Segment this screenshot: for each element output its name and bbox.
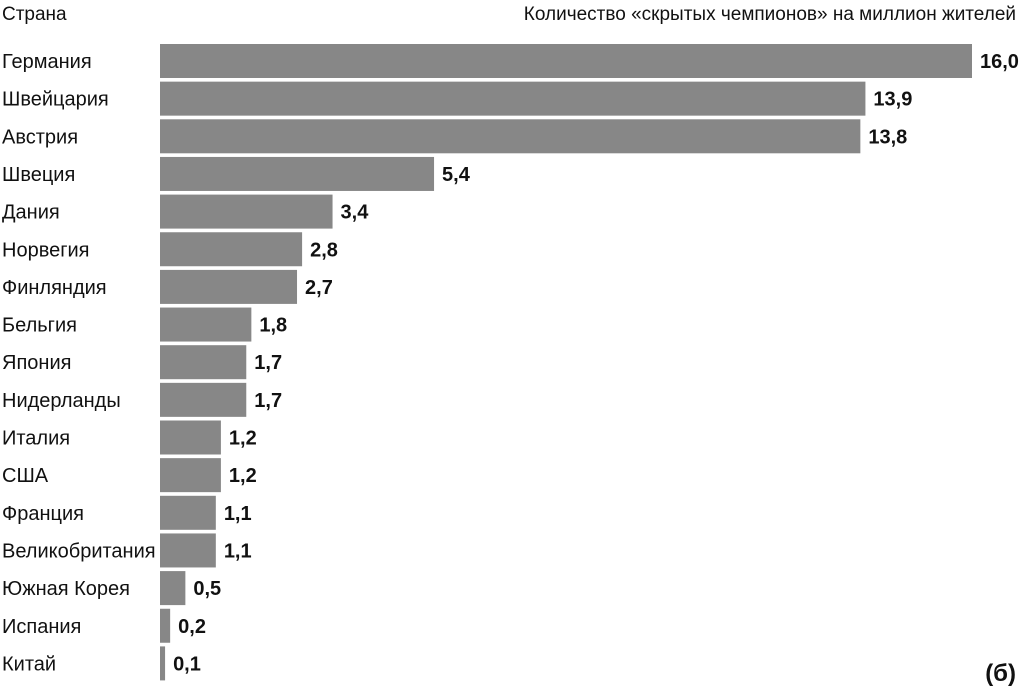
value-label: 3,4 xyxy=(341,202,370,224)
category-label: Китай xyxy=(2,653,56,675)
value-label: 5,4 xyxy=(442,164,471,186)
bar xyxy=(160,119,861,154)
value-label: 1,1 xyxy=(224,540,252,562)
bar xyxy=(160,533,216,568)
category-label: Япония xyxy=(2,352,71,374)
category-label: Франция xyxy=(2,503,84,525)
category-label: Австрия xyxy=(2,126,78,148)
value-label: 1,1 xyxy=(224,503,252,525)
category-label: Испания xyxy=(2,616,81,638)
value-label: 1,2 xyxy=(229,465,257,487)
category-label: Южная Корея xyxy=(2,578,130,600)
bar xyxy=(160,420,221,455)
category-label: Норвегия xyxy=(2,239,90,261)
category-header: Страна xyxy=(2,4,67,25)
category-label: Германия xyxy=(2,51,92,73)
category-label: Швейцария xyxy=(2,89,109,111)
value-label: 13,8 xyxy=(868,126,907,148)
value-label: 1,8 xyxy=(259,315,287,337)
panel-label: (б) xyxy=(985,660,1016,687)
bar xyxy=(160,608,171,643)
value-label: 0,1 xyxy=(173,653,201,675)
value-label: 0,5 xyxy=(193,578,221,600)
category-label: Швеция xyxy=(2,164,75,186)
category-label: США xyxy=(2,465,49,487)
bar xyxy=(160,458,221,493)
value-label: 1,7 xyxy=(254,390,282,412)
value-label: 1,7 xyxy=(254,352,282,374)
bar xyxy=(160,382,247,417)
value-label: 2,8 xyxy=(310,239,338,261)
bar xyxy=(160,232,303,267)
value-header: Количество «скрытых чемпионов» на миллио… xyxy=(524,4,1016,25)
value-label: 13,9 xyxy=(873,89,912,111)
category-label: Великобритания xyxy=(2,540,156,562)
bar xyxy=(160,44,972,78)
value-label: 2,7 xyxy=(305,277,333,299)
value-label: 16,0 xyxy=(980,51,1019,73)
bar xyxy=(160,194,333,229)
bar xyxy=(160,571,186,606)
bar xyxy=(160,81,866,116)
value-label: 1,2 xyxy=(229,428,257,450)
bar xyxy=(160,495,216,530)
category-label: Финляндия xyxy=(2,277,107,299)
value-label: 0,2 xyxy=(178,616,206,638)
bar xyxy=(160,156,435,191)
bar xyxy=(160,307,252,342)
category-label: Нидерланды xyxy=(2,390,121,412)
bar-group: Германия 16,0 Швейцария 13,9 Австрия 13,8 Швец… xyxy=(2,44,1019,681)
bar xyxy=(160,269,298,304)
bar xyxy=(160,646,166,681)
category-label: Дания xyxy=(2,202,60,224)
category-label: Бельгия xyxy=(2,315,77,337)
category-label: Италия xyxy=(2,428,70,450)
bar xyxy=(160,345,247,380)
